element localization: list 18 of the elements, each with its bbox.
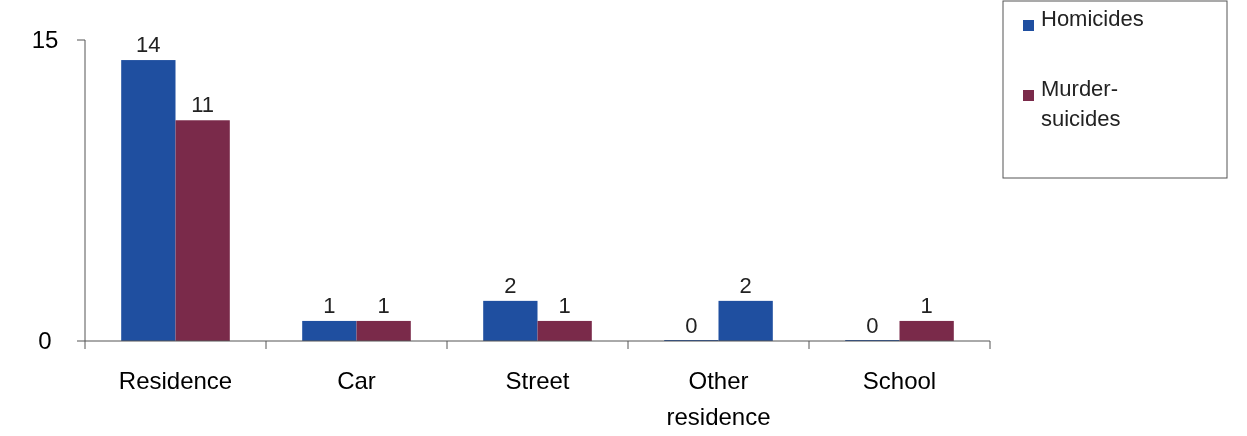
data-label: 11 [191, 92, 215, 118]
x-tick-label: Street [505, 367, 570, 394]
data-label: 1 [920, 292, 933, 318]
data-label: 2 [504, 272, 517, 298]
legend-label: Murder-suicides [1041, 76, 1121, 131]
y-tick-label: 15 [31, 26, 59, 54]
data-label: 2 [739, 272, 752, 298]
data-label: 1 [377, 292, 390, 318]
legend-label: Homicides [1041, 6, 1144, 31]
data-label: 0 [866, 313, 879, 338]
x-tick-label: Residence [118, 367, 233, 394]
data-label: 1 [323, 292, 336, 318]
x-tick-label: Other residence [666, 367, 771, 430]
x-tick-label: School [862, 367, 937, 394]
data-label: 0 [685, 313, 698, 338]
x-tick-label: Car [337, 367, 376, 394]
data-label: 1 [558, 292, 571, 318]
data-label: 14 [136, 32, 161, 58]
